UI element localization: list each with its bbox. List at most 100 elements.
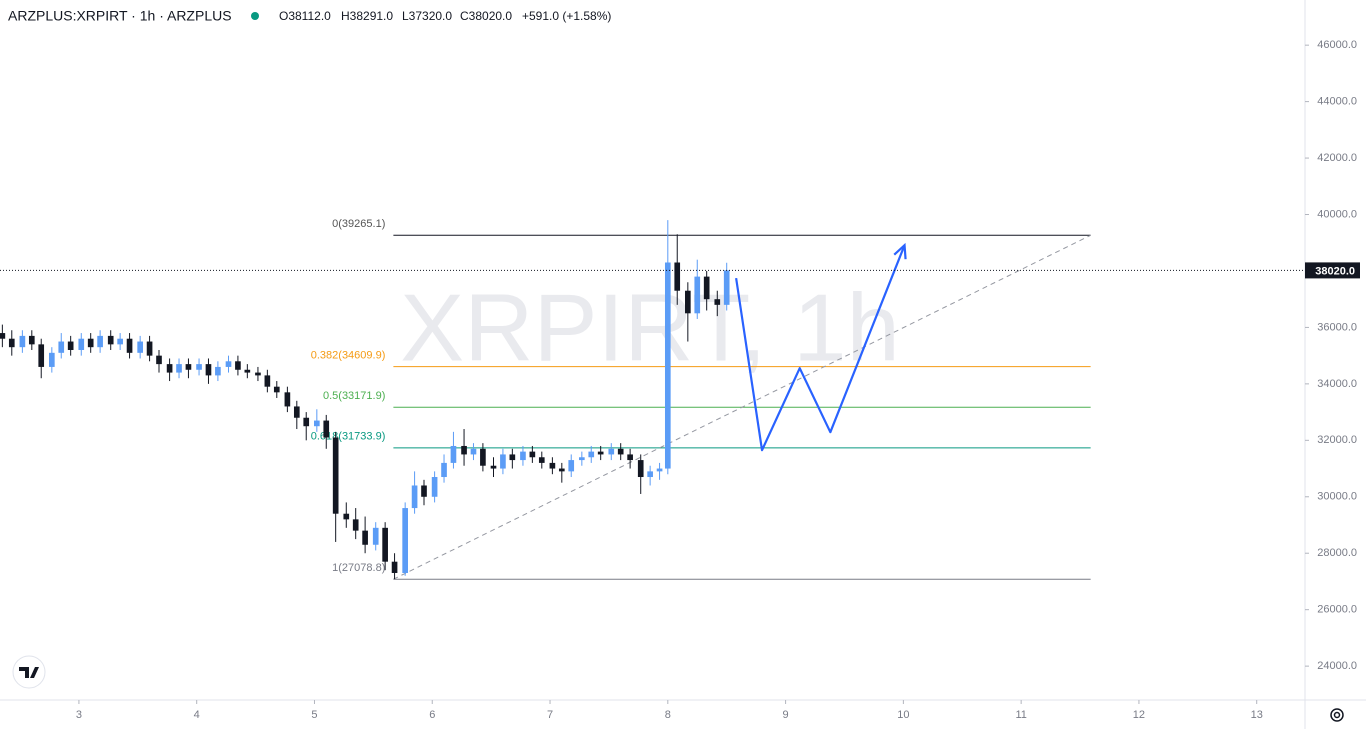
y-tick-label: 42000.0: [1317, 152, 1357, 164]
y-tick-label: 40000.0: [1317, 208, 1357, 220]
x-tick-label: 3: [76, 709, 82, 721]
candle-body: [67, 341, 74, 350]
candle-body: [674, 262, 681, 291]
candle-body: [549, 462, 556, 469]
candle-body: [490, 465, 497, 469]
candle-body: [647, 471, 653, 478]
x-tick-label: 9: [783, 709, 789, 721]
candle-body: [19, 335, 26, 348]
fib-label: 0.382(34609.9): [311, 350, 386, 362]
candle-body: [450, 445, 457, 463]
candle-body: [323, 420, 330, 438]
candle-body: [332, 437, 339, 514]
candle-body: [126, 338, 133, 353]
candle-body: [714, 299, 721, 305]
candle-body: [382, 527, 388, 562]
candle-body: [588, 451, 595, 458]
last-price-box: [1305, 262, 1360, 279]
candle-body: [500, 454, 506, 469]
x-tick-label: 12: [1133, 709, 1145, 721]
fib-label: 0.618(31733.9): [311, 431, 386, 443]
candle-body: [48, 352, 55, 367]
candle-body: [637, 460, 644, 478]
ohlc-high: H38291.0: [341, 9, 393, 23]
candle-body: [215, 366, 221, 376]
candle-body: [391, 561, 398, 573]
candle-body: [137, 341, 143, 353]
candle-body: [235, 361, 241, 370]
candle-body: [568, 460, 575, 472]
last-price-label: 38020.0: [1315, 265, 1355, 277]
candle-body: [470, 448, 477, 455]
candle-body: [273, 386, 280, 393]
candle-body: [461, 445, 467, 455]
candle-body: [205, 364, 212, 376]
status-dot: [251, 12, 259, 20]
candle-body: [156, 355, 162, 365]
ohlc-change: +591.0 (+1.58%): [522, 9, 611, 23]
candle-body: [293, 406, 300, 418]
y-tick-label: 32000.0: [1317, 434, 1357, 446]
candle-body: [617, 448, 624, 455]
candle-body: [480, 448, 486, 466]
candle-body: [703, 276, 710, 300]
y-tick-label: 36000.0: [1317, 321, 1357, 333]
candle-body: [166, 364, 173, 373]
candle-body: [579, 457, 585, 461]
candle-body: [656, 468, 663, 472]
y-tick-label: 28000.0: [1317, 547, 1357, 559]
candle-body: [58, 341, 65, 353]
candle-body: [558, 468, 565, 472]
candle-body: [694, 276, 701, 314]
candle-body: [431, 477, 438, 497]
projection-arrowhead: [893, 242, 907, 260]
candle-body: [264, 375, 271, 387]
watermark: XRPIRT, 1h: [400, 274, 900, 381]
candle-body: [107, 335, 114, 345]
symbol: ARZPLUS:XRPIRT · 1h · ARZPLUS: [8, 8, 232, 24]
candle-body: [303, 417, 310, 427]
fib-label: 0.5(33171.9): [323, 390, 385, 402]
candle-body: [685, 290, 691, 314]
candle-body: [78, 338, 85, 350]
candle-body: [117, 338, 123, 345]
candle-body: [411, 485, 418, 509]
candle-body: [8, 338, 15, 348]
candle-body: [0, 333, 6, 339]
y-tick-label: 26000.0: [1317, 604, 1357, 616]
candle-body: [597, 451, 604, 455]
candle-body: [196, 364, 202, 370]
gear-hub: [1333, 711, 1341, 719]
candle-body: [225, 361, 232, 367]
projection-path: [735, 244, 906, 452]
x-tick-label: 13: [1251, 709, 1263, 721]
settings-icon[interactable]: [1330, 708, 1344, 722]
ohlc-close: C38020.0: [460, 9, 512, 23]
logo-mark: [19, 667, 39, 678]
tv-logo[interactable]: [12, 655, 46, 689]
candle-body: [284, 392, 291, 407]
candle-body: [402, 508, 408, 573]
candle-body: [244, 369, 251, 373]
x-tick-label: 11: [1015, 709, 1026, 721]
fib-label: 1(27078.8): [332, 562, 385, 574]
plot-area: 0(39265.1) 0.382(34609.9) 0.5(33171.9) 0.61…: [0, 218, 1091, 580]
x-tick-label: 8: [665, 709, 671, 721]
candle-body: [38, 344, 45, 367]
y-tick-label: 46000.0: [1317, 39, 1357, 51]
candle-body: [538, 457, 545, 463]
ohlc-low: L37320.0: [402, 9, 452, 23]
candle-body: [255, 372, 261, 376]
candle-body: [421, 485, 427, 497]
candle-body: [372, 527, 379, 545]
candle-body: [314, 420, 320, 427]
y-tick-label: 30000.0: [1317, 491, 1357, 503]
candle-body: [520, 451, 526, 461]
candle-body: [185, 364, 192, 370]
candle-body: [664, 262, 671, 469]
candle-body: [146, 341, 153, 356]
header: ARZPLUS:XRPIRT · 1h · ARZPLUS O38112.0 H…: [8, 8, 611, 24]
x-tick-label: 7: [547, 709, 553, 721]
candle-body: [723, 270, 730, 305]
candle-body: [627, 454, 633, 461]
